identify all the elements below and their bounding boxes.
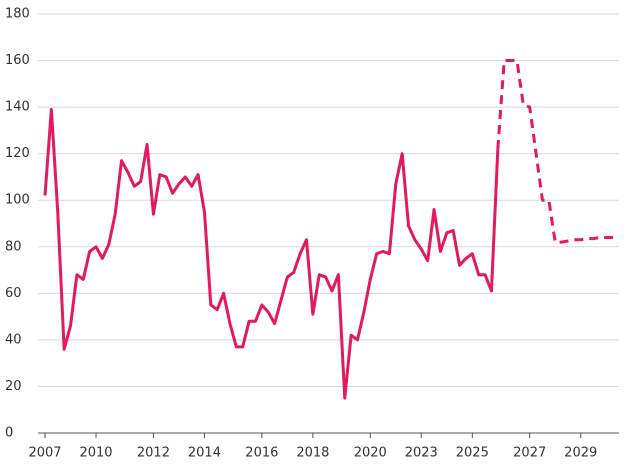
x-tick-label: 2027: [513, 446, 546, 461]
y-tick-label: 60: [5, 286, 22, 301]
x-tick-label: 2012: [137, 446, 170, 461]
y-tick-label: 120: [5, 146, 30, 161]
x-tick-label: 2025: [456, 446, 489, 461]
line-series: [496, 59, 619, 244]
y-tick-label: 180: [5, 7, 30, 22]
y-tick-label: 140: [5, 100, 30, 115]
y-tick-label: 160: [5, 53, 30, 68]
y-tick-label: 0: [5, 426, 13, 441]
x-tick-label: 2010: [79, 446, 112, 461]
x-tick-label: 2029: [564, 446, 597, 461]
x-tick-label: 2007: [28, 446, 61, 461]
line-series: [43, 107, 500, 400]
y-tick-label: 40: [5, 332, 22, 347]
y-tick-label: 80: [5, 239, 22, 254]
y-tick-label: 20: [5, 379, 22, 394]
x-tick-label: 2014: [188, 446, 221, 461]
x-tick-label: 2020: [354, 446, 387, 461]
x-tick-label: 2016: [245, 446, 278, 461]
x-tick-label: 2018: [296, 446, 329, 461]
x-tick-label: 2023: [405, 446, 438, 461]
y-tick-label: 100: [5, 193, 30, 208]
